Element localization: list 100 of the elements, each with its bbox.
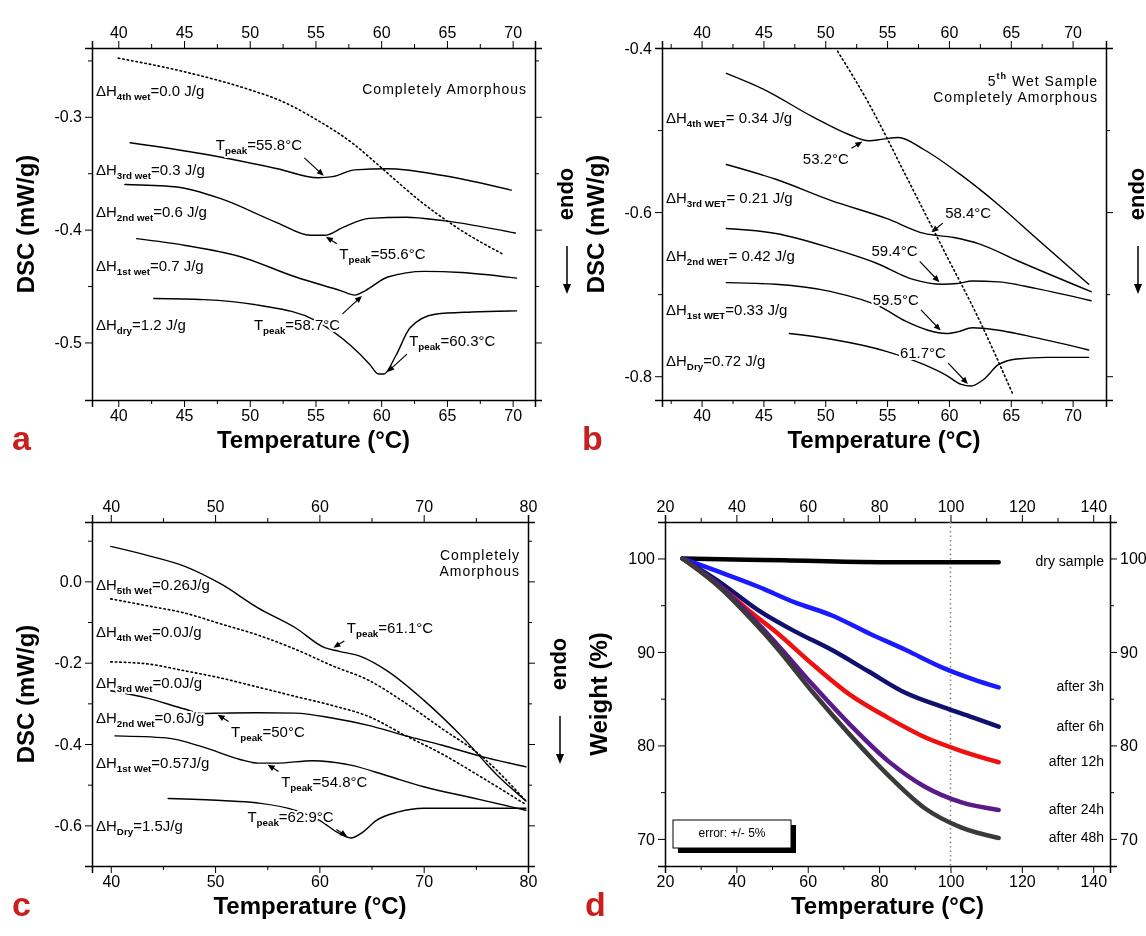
series-label: ΔH$_{1st wet}$=0.7 J/g — [96, 256, 204, 277]
x-tick-label: 140 — [1080, 873, 1108, 891]
x-tick-label: 70 — [504, 407, 523, 425]
annotation: T$_{peak}$=55.6°C — [339, 245, 426, 266]
x2-tick-label: 40 — [109, 24, 128, 41]
series-label: ΔH$_{2nd WET}$= 0.42 J/g — [666, 246, 795, 267]
x2-tick-label: 60 — [940, 24, 959, 41]
series-label: ΔH$_{2nd wet}$=0.6 J/g — [96, 202, 207, 223]
text: a — [12, 419, 32, 457]
x2-tick-label: 120 — [1009, 498, 1036, 515]
series-label: ΔH$_{4th Wet}$=0.0J/g — [96, 622, 202, 643]
annotation: T$_{peak}$=50°C — [231, 723, 305, 744]
x-tick-label: 20 — [656, 873, 675, 891]
x-tick-label: 60 — [372, 407, 391, 425]
x-tick-label: 40 — [109, 407, 128, 425]
y2-axis-title: endo — [545, 637, 571, 691]
y2-axis-title: endo — [1123, 167, 1146, 221]
annotation: T$_{peak}$=54.8°C — [281, 773, 368, 794]
annotation: T$_{peak}$=61.1°C — [346, 619, 434, 640]
series-label: ΔH$_{5th Wet}$=0.26J/g — [96, 576, 210, 597]
x-axis-title: Temperature (°C) — [787, 426, 981, 453]
text: after 6h — [1056, 717, 1104, 734]
annotation: T$_{peak}$=60.3°C — [409, 332, 496, 353]
text: b — [582, 419, 603, 457]
x-tick-label: 80 — [519, 873, 538, 891]
y-tick-label: -0.4 — [54, 735, 83, 753]
x2-tick-label: 65 — [1002, 24, 1021, 41]
y-axis-title: DSC (mW/g) — [582, 154, 609, 294]
annotation: 59.5°C — [872, 290, 919, 308]
y-tick-label: 0.0 — [59, 572, 83, 590]
x-tick-label: 50 — [206, 873, 225, 891]
x-tick-label: 40 — [102, 873, 121, 891]
annotation: Completely Amorphous — [439, 546, 520, 580]
y-tick-label: -0.4 — [624, 39, 653, 57]
text: ΔH$_{Dry}$=0.72 J/g — [666, 351, 766, 372]
series-label: ΔH$_{1st Wet}$=0.57J/g — [96, 753, 210, 774]
x2-tick-label: 80 — [870, 498, 889, 515]
y2-tick-label: 80 — [1120, 737, 1138, 755]
x-tick-label: 40 — [727, 873, 746, 891]
x-tick-label: 70 — [415, 873, 434, 891]
y-tick-label: -0.8 — [624, 367, 653, 385]
text: after 12h — [1048, 752, 1104, 769]
y-tick-label: -0.3 — [54, 108, 83, 126]
series-label: ΔH$_{Dry}$=1.5J/g — [96, 816, 183, 837]
x2-tick-label: 60 — [310, 498, 329, 515]
y2-tick-label: 90 — [1120, 643, 1138, 661]
text: after 24h — [1048, 800, 1104, 817]
y2-tick-label: 70 — [1120, 830, 1138, 848]
text: c — [12, 885, 31, 923]
x2-tick-label: 70 — [1064, 24, 1083, 41]
x2-tick-label: 40 — [727, 498, 746, 515]
annotation: 53.2°C — [802, 149, 849, 167]
y-tick-label: -0.2 — [54, 654, 83, 672]
series-label: ΔH$_{1st WET}$=0.33 J/g — [666, 300, 788, 321]
text: dry sample — [1035, 552, 1105, 569]
series-label: ΔH$_{3rd Wet}$=0.0J/g — [96, 673, 203, 694]
x-tick-label: 120 — [1009, 873, 1036, 891]
x2-tick-label: 140 — [1080, 498, 1108, 515]
y-tick-label: -0.6 — [624, 203, 653, 221]
x2-tick-label: 70 — [504, 24, 523, 41]
x2-tick-label: 20 — [656, 498, 675, 515]
x2-tick-label: 50 — [206, 498, 225, 515]
series-label: ΔH$_{3rd WET}$= 0.21 J/g — [666, 188, 793, 209]
x2-tick-label: 50 — [241, 24, 260, 41]
x-axis-title: Temperature (°C) — [790, 892, 985, 919]
x2-tick-label: 60 — [799, 498, 818, 515]
annotation: 59.4°C — [871, 242, 918, 260]
y-tick-label: -0.4 — [54, 221, 83, 239]
x2-tick-label: 55 — [307, 24, 325, 41]
x-tick-label: 50 — [241, 407, 260, 425]
y2-axis-title: endo — [552, 167, 578, 221]
x-axis-title: Temperature (°C) — [216, 426, 411, 453]
x-tick-label: 65 — [1002, 407, 1021, 425]
x-tick-label: 60 — [310, 873, 329, 891]
x-tick-label: 65 — [438, 407, 457, 425]
series-label: ΔH$_{dry}$=1.2 J/g — [96, 316, 186, 337]
legend-label: ΔH$_{2nd Wet}$=0.6J/g — [96, 708, 205, 729]
text: d — [585, 885, 606, 923]
x2-tick-label: 40 — [693, 24, 712, 41]
y-tick-label: 90 — [637, 643, 656, 661]
x-tick-label: 45 — [175, 407, 194, 425]
x-tick-label: 55 — [878, 407, 897, 425]
x2-tick-label: 65 — [438, 24, 457, 41]
annotation: 5$^{th}$ Wet Sample Completely Amorphous — [933, 71, 1098, 106]
x2-tick-label: 80 — [519, 498, 538, 515]
text: after 3h — [1056, 678, 1104, 695]
annotation: Completely Amorphous — [362, 80, 527, 97]
x2-tick-label: 45 — [175, 24, 194, 41]
x2-tick-label: 70 — [415, 498, 434, 515]
x2-tick-label: 100 — [937, 498, 965, 515]
x-tick-label: 55 — [307, 407, 325, 425]
x-tick-label: 100 — [937, 873, 965, 891]
y-tick-label: 80 — [637, 737, 656, 755]
x2-tick-label: 55 — [878, 24, 897, 41]
text: after 48h — [1048, 828, 1104, 845]
series-label: ΔH$_{3rd wet}$=0.3 J/g — [96, 160, 205, 181]
annotation: 58.4°C — [945, 204, 992, 222]
x-tick-label: 50 — [816, 407, 835, 425]
y-tick-label: 70 — [637, 830, 656, 848]
y-axis-title: DSC (mW/g) — [12, 154, 39, 294]
